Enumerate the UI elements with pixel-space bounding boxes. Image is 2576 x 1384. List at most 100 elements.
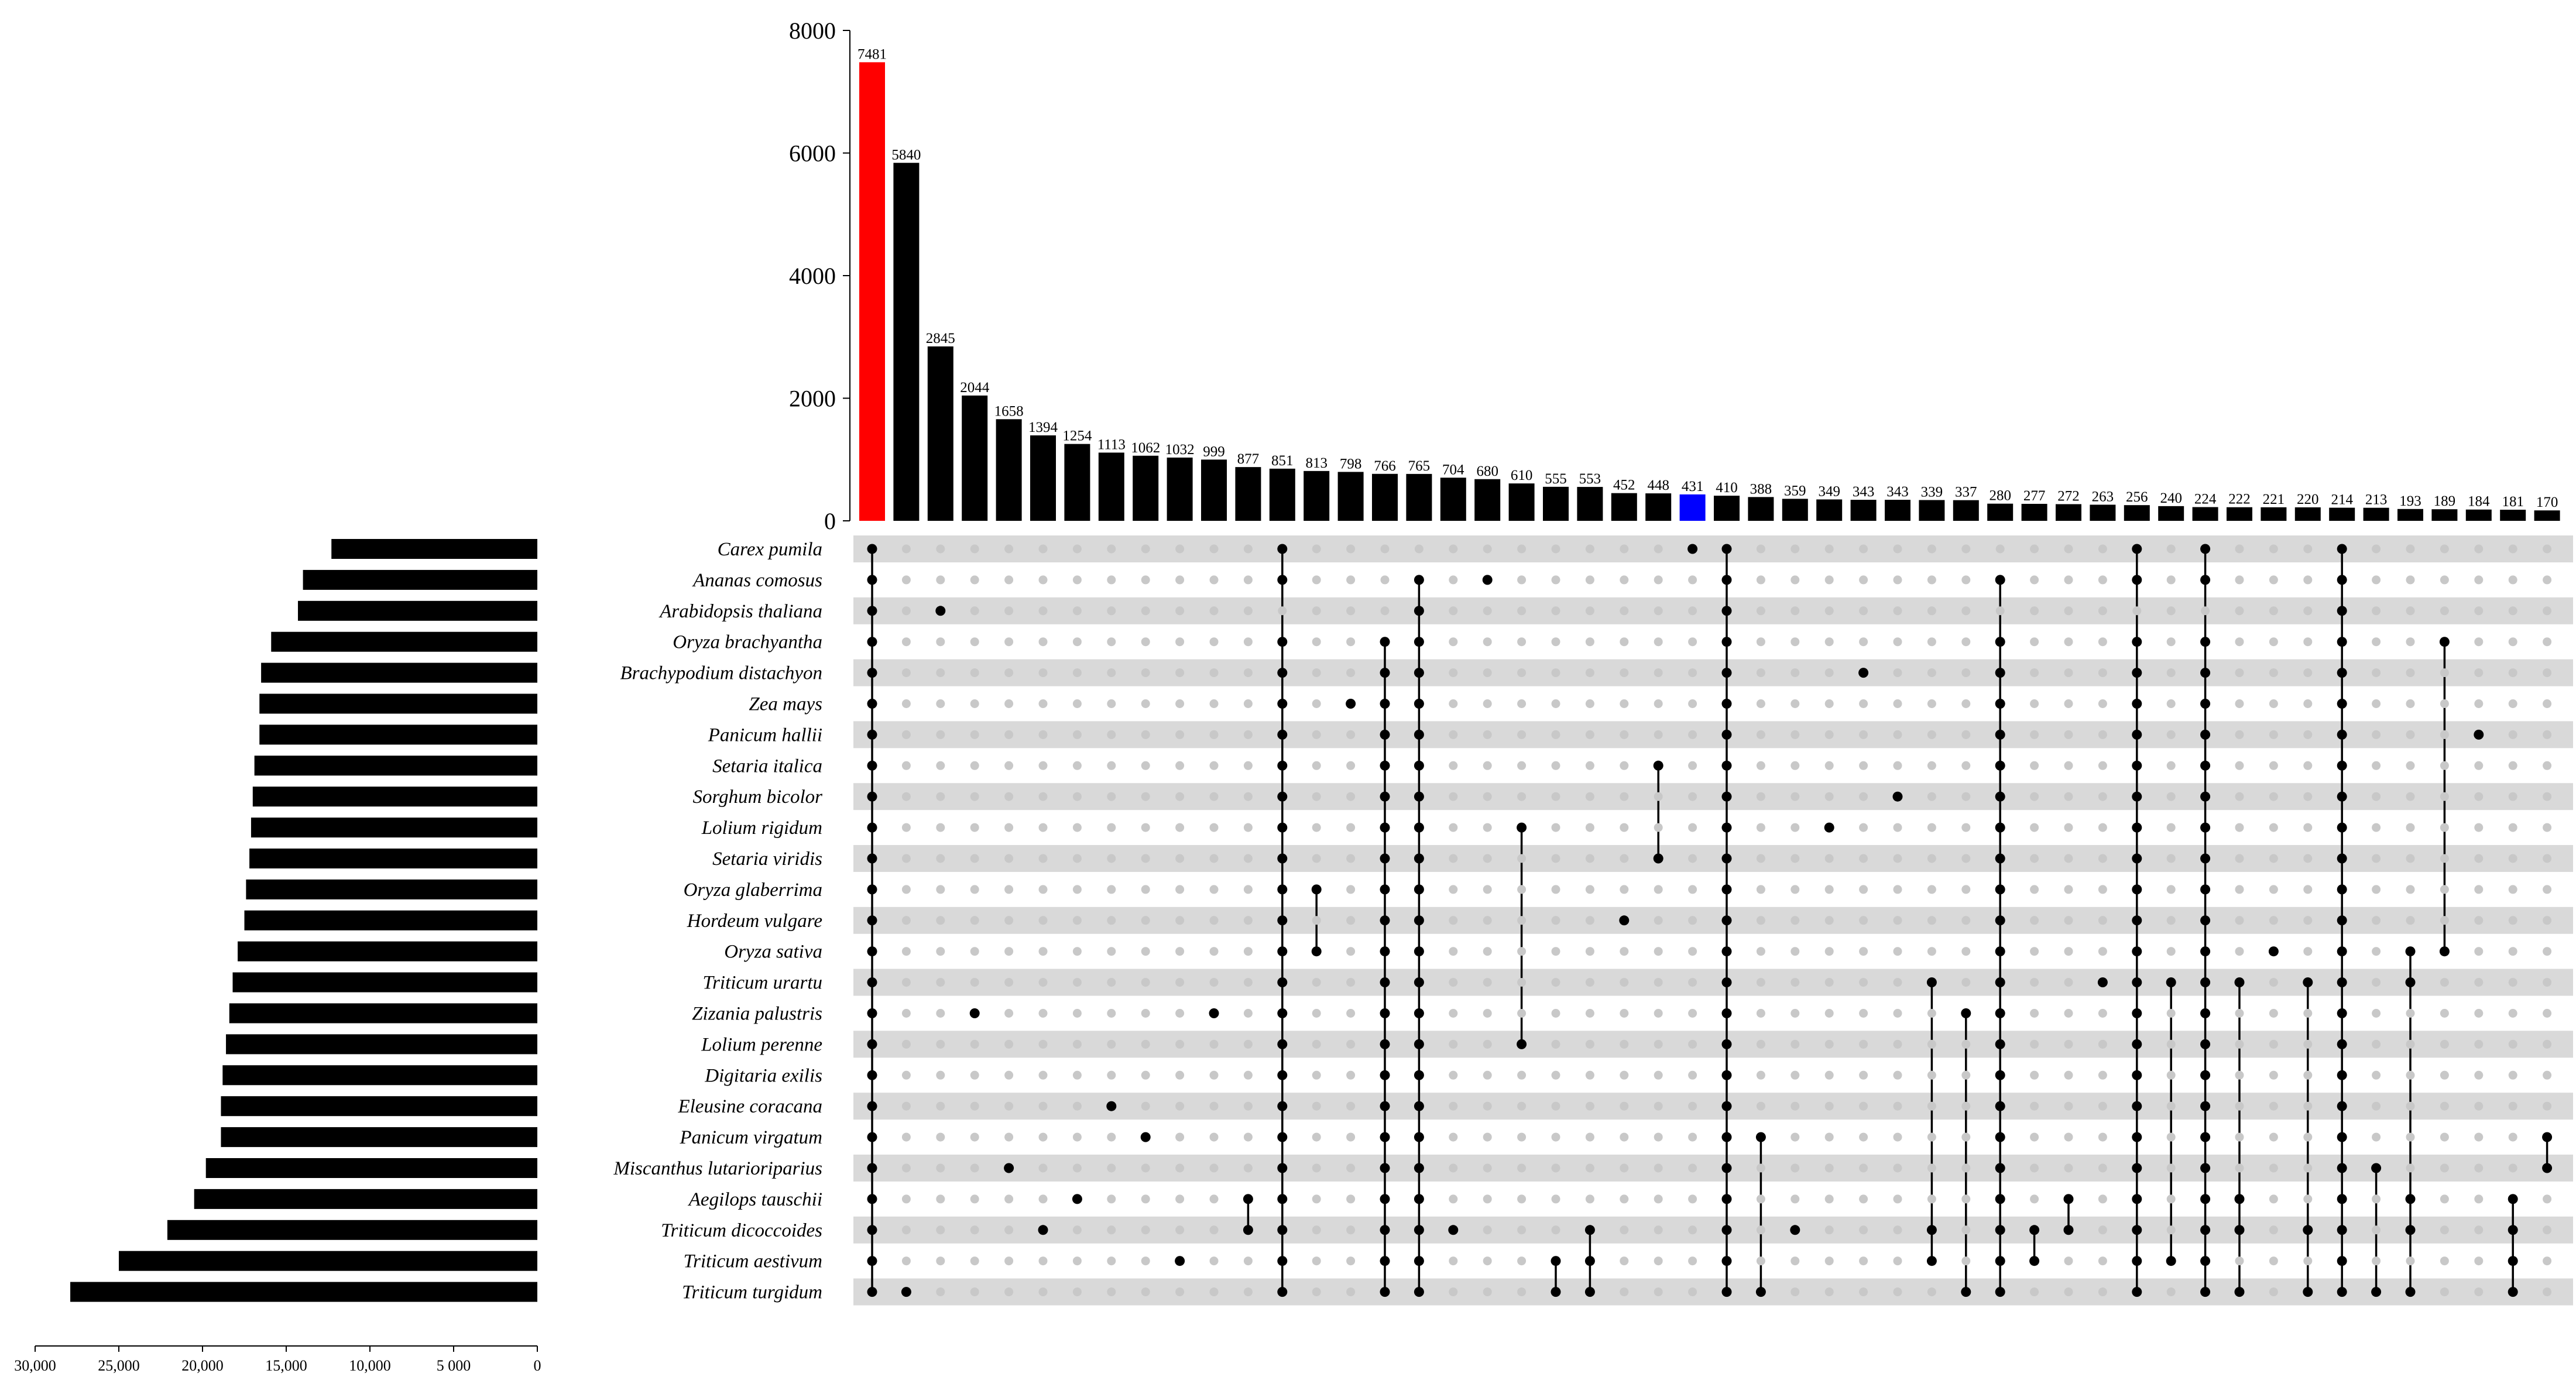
- membership-dot-active: [1584, 1225, 1595, 1235]
- membership-dot-active: [2132, 668, 2142, 678]
- membership-dot-active: [1380, 760, 1390, 771]
- membership-dot-inactive: [901, 544, 911, 554]
- membership-dot-inactive: [1927, 1287, 1936, 1297]
- membership-dot-active: [2508, 1194, 2518, 1204]
- membership-dot-inactive: [2372, 699, 2381, 708]
- membership-dot-inactive: [970, 606, 979, 616]
- membership-dot-inactive: [901, 1163, 911, 1173]
- membership-dot-inactive: [1620, 947, 1629, 956]
- membership-dot-inactive: [970, 637, 979, 647]
- membership-dot-inactive: [2440, 1101, 2449, 1111]
- membership-dot-inactive: [1483, 1194, 1492, 1204]
- membership-dot-inactive: [1004, 792, 1014, 801]
- membership-dot-inactive: [2064, 1256, 2073, 1266]
- membership-dot-inactive: [901, 730, 911, 739]
- membership-dot-inactive: [1175, 1132, 1185, 1142]
- membership-dot-inactive: [2166, 1163, 2176, 1173]
- membership-dot-inactive: [1141, 916, 1150, 925]
- membership-dot-active: [1995, 1225, 2005, 1235]
- membership-dot-inactive: [1175, 978, 1185, 987]
- membership-dot-inactive: [970, 792, 979, 801]
- membership-dot-inactive: [1688, 637, 1697, 647]
- membership-dot-inactive: [1585, 1039, 1594, 1049]
- membership-dot-inactive: [2269, 1070, 2278, 1080]
- membership-dot-inactive: [1585, 606, 1594, 616]
- membership-dot-active: [867, 884, 877, 895]
- membership-dot-inactive: [1859, 699, 1868, 708]
- membership-dot-inactive: [2543, 1039, 2552, 1049]
- membership-dot-inactive: [1107, 947, 1116, 956]
- membership-dot-inactive: [901, 947, 911, 956]
- membership-dot-inactive: [2543, 854, 2552, 863]
- membership-dot-inactive: [1072, 916, 1082, 925]
- membership-dot-inactive: [1756, 1225, 1765, 1235]
- membership-dot-inactive: [2064, 606, 2073, 616]
- membership-dot-inactive: [2406, 730, 2415, 739]
- membership-dot-inactive: [1927, 1009, 1936, 1018]
- membership-dot-active: [1721, 1287, 1732, 1297]
- membership-dot-active: [1995, 1132, 2005, 1142]
- membership-dot-inactive: [2064, 699, 2073, 708]
- membership-dot-active: [2337, 760, 2347, 771]
- membership-dot-inactive: [1688, 575, 1697, 585]
- membership-dot-inactive: [1585, 1132, 1594, 1142]
- membership-dot-inactive: [1620, 978, 1629, 987]
- membership-dot-active: [1721, 884, 1732, 895]
- membership-dot-active: [1414, 1039, 1424, 1049]
- membership-dot-active: [2132, 1194, 2142, 1204]
- membership-dot-active: [1414, 1070, 1424, 1080]
- membership-dot-inactive: [1688, 885, 1697, 894]
- membership-dot-active: [1995, 1163, 2005, 1173]
- membership-dot-inactive: [2474, 1225, 2484, 1235]
- membership-dot-inactive: [1449, 730, 1458, 739]
- membership-dot-active: [1995, 791, 2005, 802]
- membership-dot-inactive: [1483, 761, 1492, 770]
- membership-dot-inactive: [1312, 1132, 1321, 1142]
- intersection-bar: [927, 346, 953, 521]
- membership-dot-inactive: [970, 1163, 979, 1173]
- membership-dot-active: [867, 729, 877, 740]
- membership-dot-inactive: [1585, 792, 1594, 801]
- membership-dot-inactive: [2303, 854, 2313, 863]
- membership-dot-inactive: [1824, 1101, 1834, 1111]
- set-name-label: Lolium rigidum: [701, 818, 822, 839]
- membership-dot-inactive: [1620, 699, 1629, 708]
- membership-dot-active: [969, 1008, 980, 1018]
- membership-dot-inactive: [1072, 730, 1082, 739]
- membership-dot-inactive: [2235, 854, 2244, 863]
- membership-dot-inactive: [2235, 761, 2244, 770]
- membership-dot-inactive: [2064, 761, 2073, 770]
- membership-dot-inactive: [1961, 792, 1971, 801]
- membership-dot-inactive: [1072, 1132, 1082, 1142]
- membership-dot-inactive: [2098, 916, 2107, 925]
- membership-dot-inactive: [1449, 1009, 1458, 1018]
- membership-dot-inactive: [2474, 1287, 2484, 1297]
- membership-dot-inactive: [2303, 1101, 2313, 1111]
- membership-dot-inactive: [1756, 823, 1765, 832]
- membership-dot-inactive: [2098, 1256, 2107, 1266]
- membership-dot-inactive: [1449, 854, 1458, 863]
- membership-dot-inactive: [2406, 885, 2415, 894]
- membership-dot-inactive: [1961, 637, 1971, 647]
- membership-dot-active: [867, 1101, 877, 1111]
- membership-dot-active: [1482, 575, 1493, 585]
- membership-dot-active: [1380, 637, 1390, 647]
- membership-dot-inactive: [1243, 916, 1253, 925]
- membership-dot-inactive: [2098, 1009, 2107, 1018]
- membership-dot-inactive: [1243, 606, 1253, 616]
- membership-dot-inactive: [1346, 1194, 1356, 1204]
- membership-dot-inactive: [2440, 1070, 2449, 1080]
- membership-dot-active: [2132, 1225, 2142, 1235]
- membership-dot-inactive: [1824, 1132, 1834, 1142]
- membership-dot-inactive: [1859, 823, 1868, 832]
- membership-dot-inactive: [1107, 1256, 1116, 1266]
- membership-dot-inactive: [2474, 761, 2484, 770]
- membership-dot-inactive: [1072, 792, 1082, 801]
- set-name-label: Panicum hallii: [708, 724, 822, 746]
- membership-dot-inactive: [2098, 761, 2107, 770]
- membership-dot-inactive: [2372, 1039, 2381, 1049]
- membership-dot-active: [2063, 1225, 2074, 1235]
- membership-dot-inactive: [2064, 544, 2073, 554]
- membership-dot-inactive: [2064, 1009, 2073, 1018]
- membership-dot-inactive: [2030, 730, 2039, 739]
